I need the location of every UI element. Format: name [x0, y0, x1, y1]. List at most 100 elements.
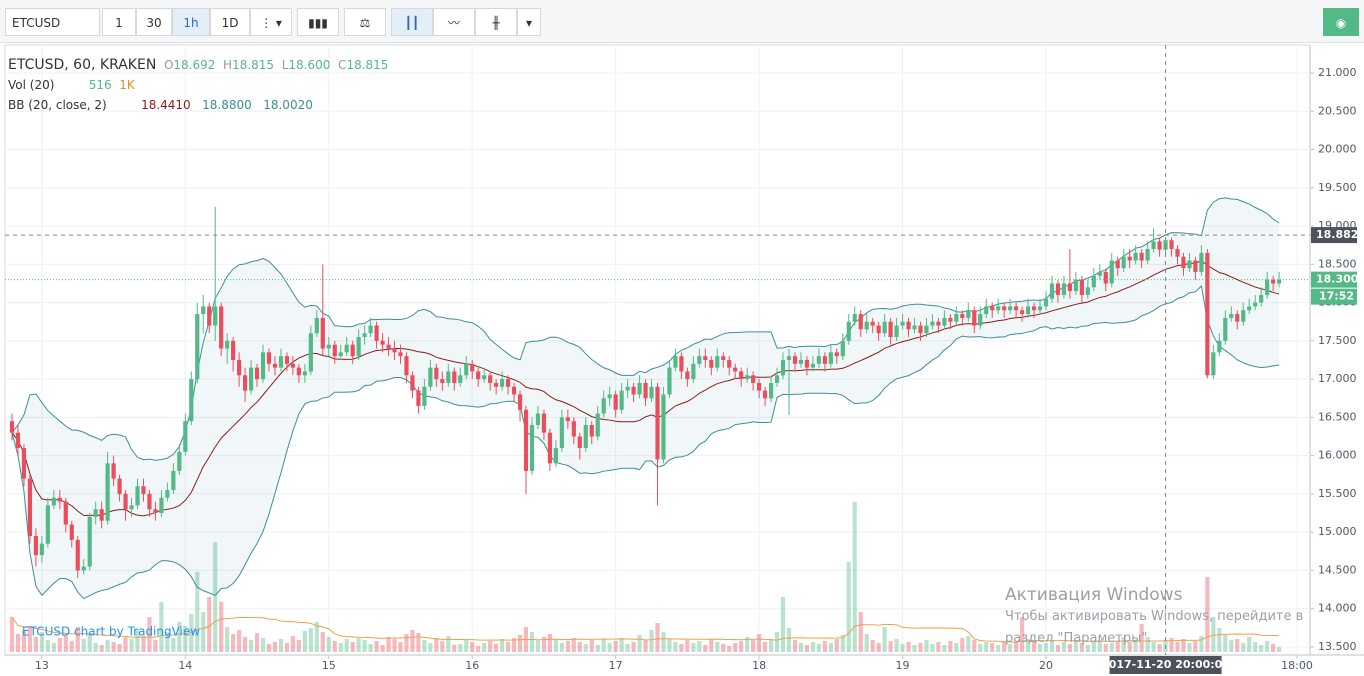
candle-body — [177, 451, 182, 471]
volume-bar — [159, 602, 164, 652]
candle-body — [159, 497, 164, 514]
candle-body — [535, 413, 541, 426]
crosshair-time-tag — [1109, 656, 1222, 674]
bars-button[interactable]: ╫ — [475, 8, 517, 36]
volume-bar — [607, 643, 612, 652]
style-menu[interactable]: ▾ — [517, 8, 541, 36]
volume-bar — [936, 642, 941, 652]
volume-bar — [553, 639, 558, 652]
volume-bar — [810, 642, 815, 652]
candle-body — [207, 306, 212, 326]
watermark: ETCUSD chart by TradingView — [22, 625, 200, 639]
line-button[interactable]: 〰 — [433, 8, 475, 36]
volume-bar — [177, 622, 182, 652]
volume-bar — [219, 602, 224, 652]
volume-bar — [1205, 577, 1210, 652]
volume-bar — [117, 644, 122, 652]
candle-body — [1091, 275, 1096, 288]
candle-body — [733, 367, 738, 372]
volume-bar — [153, 640, 158, 652]
volume-bar — [500, 639, 505, 652]
volume-bar — [822, 641, 827, 652]
candle-body — [452, 371, 457, 383]
volume-bar — [1055, 645, 1061, 652]
volume-bar — [1020, 617, 1025, 652]
volume-bar — [691, 643, 696, 652]
compare-button[interactable]: ⚖ — [344, 8, 386, 36]
volume-bar — [344, 639, 349, 652]
candle-body — [422, 386, 427, 406]
volume-bar — [129, 639, 134, 652]
candle-body — [667, 367, 672, 395]
candle-body — [816, 356, 821, 364]
volume-bar — [948, 641, 953, 652]
candle-body — [165, 490, 170, 498]
candle-body — [1061, 283, 1067, 295]
candle-body — [1229, 314, 1234, 318]
snapshot-button[interactable]: ◉ — [1323, 8, 1359, 36]
candle-body — [685, 371, 690, 380]
interval-button[interactable]: 1h — [172, 8, 210, 36]
volume-bar — [237, 630, 242, 652]
volume-bar — [308, 628, 313, 652]
volume-bar — [374, 641, 379, 652]
volume-bar — [458, 644, 463, 652]
candle-body — [266, 352, 272, 364]
interval-button[interactable]: 30 — [136, 8, 172, 36]
volume-bar — [888, 641, 893, 652]
volume-bar — [105, 640, 110, 652]
volume-ma — [11, 616, 1280, 643]
volume-bar — [1253, 642, 1258, 652]
indicators-button[interactable]: ▮▮▮ — [297, 8, 339, 36]
price-tag-text: 18.300 — [1316, 273, 1359, 286]
candle-body — [45, 505, 50, 544]
bb-lower — [11, 284, 1280, 600]
candle-body — [888, 321, 893, 338]
candles-button[interactable]: ┃┃ — [391, 8, 433, 36]
candle-body — [565, 417, 570, 422]
candle-body — [661, 394, 666, 460]
interval-button[interactable]: 1 — [102, 8, 136, 36]
volume-bar — [619, 638, 624, 652]
volume-bar — [900, 644, 905, 652]
volume-bar — [1247, 637, 1252, 652]
y-tick-label: 18.500 — [1318, 257, 1357, 270]
candle-body — [398, 352, 403, 357]
notice-text: раздел "Параметры". — [1005, 631, 1152, 646]
interval-button[interactable]: 1D — [210, 8, 250, 36]
volume-bar — [201, 612, 206, 652]
notice-title: Активация Windows — [1005, 585, 1183, 605]
volume-bar — [147, 617, 152, 652]
volume-bar — [1277, 646, 1282, 652]
candle-body — [655, 386, 660, 460]
legend-value: 18.815 — [232, 58, 275, 72]
volume-bar — [69, 641, 74, 652]
candle-body — [1037, 306, 1043, 311]
volume-bar — [1115, 641, 1120, 652]
volume-bar — [356, 638, 361, 652]
candle-body — [243, 375, 248, 391]
volume-bar — [816, 644, 821, 652]
volume-bar — [1061, 642, 1067, 652]
volume-bar — [207, 597, 212, 652]
candle-body — [284, 356, 290, 364]
volume-bar — [924, 640, 929, 652]
volume-bar — [380, 645, 385, 652]
legend-value: 18.692 — [173, 58, 216, 72]
legend-bb: BB (20, close, 2) — [8, 98, 107, 112]
volume-bar — [679, 644, 684, 652]
volume-bar — [1103, 644, 1108, 652]
countdown-text: 17:52 — [1319, 290, 1354, 303]
candle-body — [87, 516, 92, 567]
candle-body — [129, 505, 134, 510]
interval-menu[interactable]: ⋮ ▾ — [250, 8, 292, 36]
volume-bar — [1169, 638, 1174, 652]
candle-body — [1139, 252, 1144, 261]
candle-body — [27, 478, 33, 536]
volume-bar — [1223, 634, 1228, 652]
candle-body — [75, 539, 80, 571]
symbol-input[interactable]: ETCUSD — [5, 8, 100, 36]
candle-body — [225, 340, 230, 349]
volume-bar — [464, 640, 469, 652]
